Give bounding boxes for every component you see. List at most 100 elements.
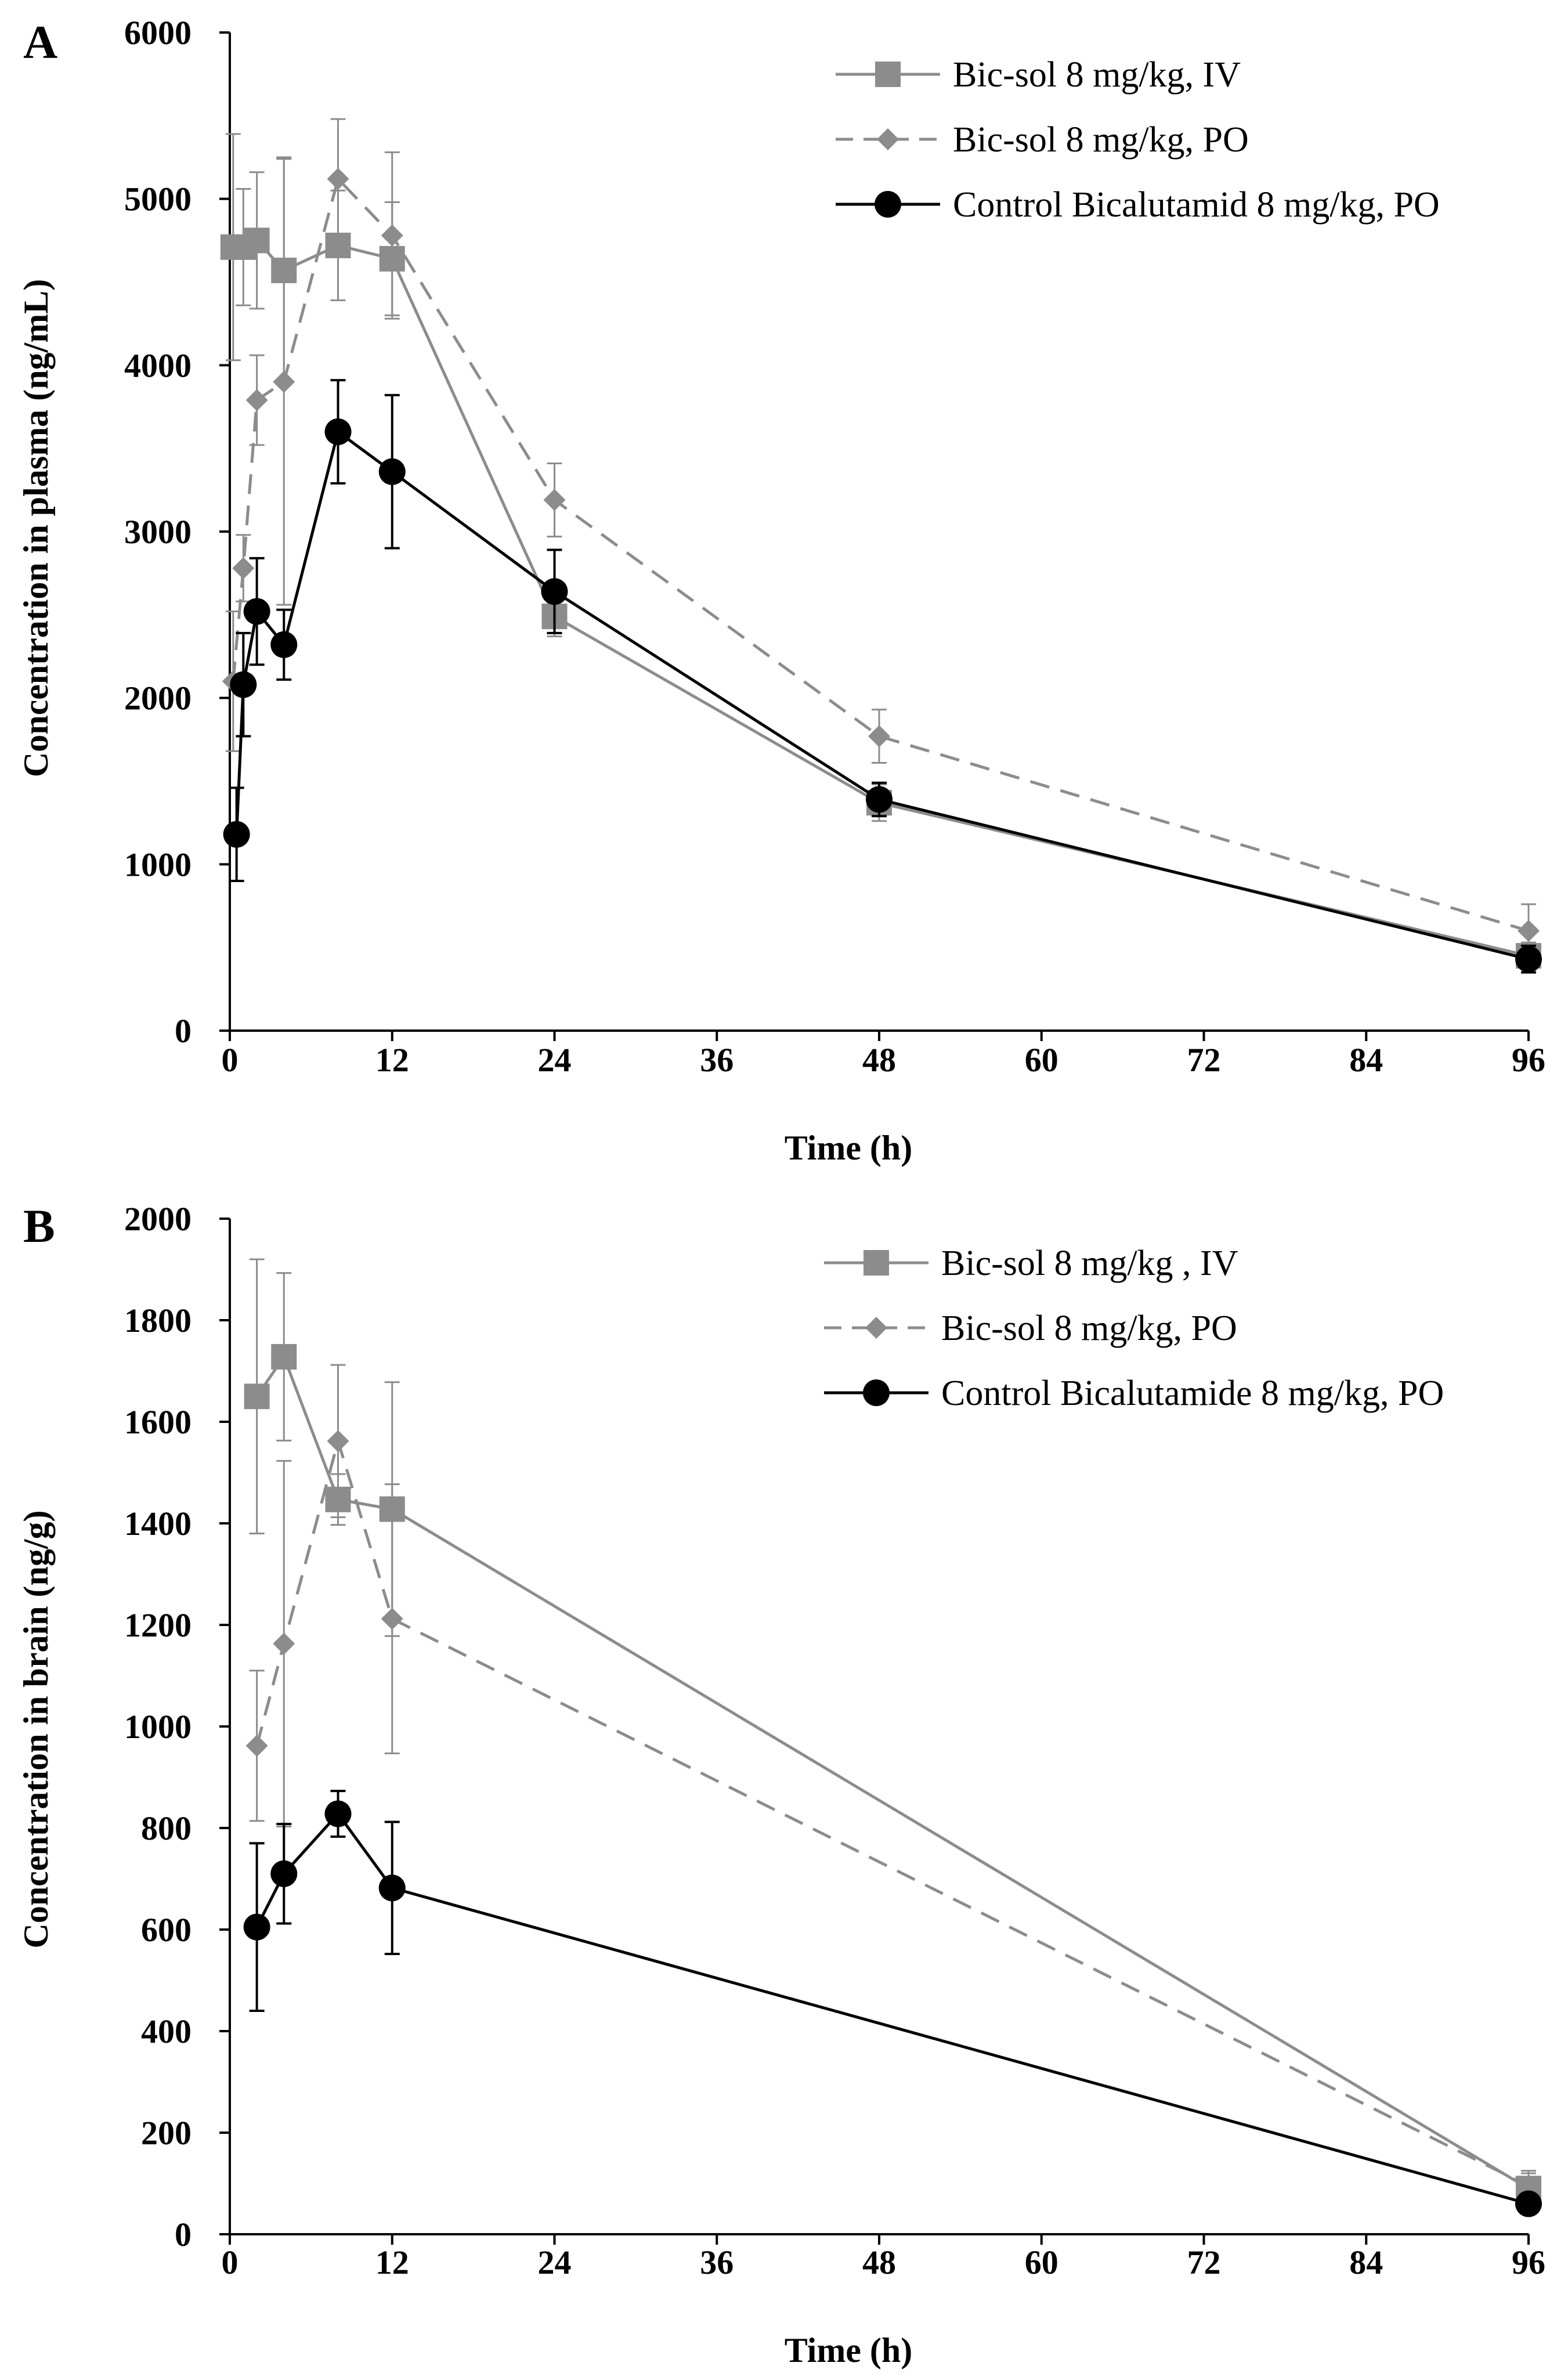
- x-tick-label: 48: [862, 1041, 896, 1079]
- x-tick-label: 36: [700, 1041, 734, 1079]
- data-point: [866, 786, 893, 813]
- data-point: [543, 489, 566, 511]
- data-point: [223, 821, 250, 848]
- legend-label: Control Bicalutamid 8 mg/kg, PO: [953, 185, 1440, 225]
- data-point: [378, 458, 406, 485]
- x-tick-label: 96: [1512, 1041, 1545, 1079]
- y-tick-label: 1600: [124, 1403, 192, 1441]
- legend-marker: [875, 62, 901, 87]
- data-point: [381, 224, 403, 247]
- series-3: [223, 379, 1542, 974]
- x-axis-title-a: Time (h): [785, 1129, 913, 1167]
- legend-label: Control Bicalutamide 8 mg/kg, PO: [941, 1374, 1444, 1413]
- data-point: [327, 168, 349, 190]
- legend-marker: [864, 1250, 889, 1276]
- legend-entry-2: Bic-sol 8 mg/kg, PO: [836, 120, 1249, 160]
- y-axis-title-b: Concentration in brain (ng/g): [17, 1510, 55, 1948]
- data-point: [273, 1632, 295, 1655]
- x-tick-label: 48: [862, 2244, 896, 2281]
- legend-label: Bic-sol 8 mg/kg , IV: [941, 1244, 1238, 1283]
- series-layer-a: [220, 118, 1542, 974]
- y-tick-label: 0: [175, 2216, 192, 2253]
- x-tick-label: 12: [375, 1041, 409, 1079]
- series-1: [220, 133, 1541, 970]
- legend-marker: [863, 1379, 890, 1406]
- data-point: [243, 598, 270, 625]
- y-tick-label: 2000: [124, 680, 192, 717]
- series-line: [233, 239, 1529, 958]
- y-axis-title-a: Concentration in plasma (ng/mL): [17, 279, 55, 777]
- data-point: [244, 227, 270, 254]
- y-tick-label: 1400: [124, 1505, 192, 1542]
- y-tick-label: 3000: [124, 513, 192, 551]
- series-2: [245, 1364, 1540, 2202]
- data-point: [1518, 2174, 1540, 2197]
- axes-b: 0 200 400 600 800 1000 1200 1400 1600 1800 2000 0 12…: [124, 1200, 1545, 2281]
- panel-label-a: A: [23, 16, 57, 68]
- x-tick-label: 72: [1187, 1041, 1221, 1079]
- x-tick-label: 84: [1349, 1041, 1383, 1079]
- series-line: [232, 176, 1529, 933]
- x-tick-label: 0: [222, 1041, 239, 1079]
- x-tick-label: 36: [700, 2244, 734, 2281]
- legend-marker: [877, 128, 899, 150]
- data-point: [327, 1430, 349, 1453]
- y-tick-label: 6000: [124, 14, 192, 52]
- data-point: [541, 578, 568, 605]
- data-point: [324, 1800, 352, 1827]
- y-tick-label: 200: [141, 2114, 192, 2152]
- series-line: [235, 429, 1529, 961]
- data-point: [270, 631, 298, 658]
- legend-entry-2: Bic-sol 8 mg/kg, PO: [824, 1309, 1237, 1348]
- legend-entry-3: Control Bicalutamid 8 mg/kg, PO: [836, 185, 1440, 225]
- y-tick-label: 1200: [124, 1606, 192, 1644]
- data-point: [230, 671, 257, 698]
- x-tick-label: 84: [1349, 2244, 1383, 2281]
- legend-entry-3: Control Bicalutamide 8 mg/kg, PO: [824, 1374, 1444, 1413]
- legend-entry-1: Bic-sol 8 mg/kg , IV: [824, 1244, 1238, 1283]
- data-point: [245, 389, 268, 411]
- data-point: [1515, 945, 1542, 973]
- series-line: [255, 1811, 1529, 2205]
- data-point: [271, 1344, 297, 1370]
- y-tick-label: 1000: [124, 846, 192, 883]
- x-tick-label: 0: [222, 2244, 239, 2281]
- y-tick-label: 4000: [124, 346, 192, 384]
- data-point: [324, 418, 352, 445]
- data-point: [1515, 2190, 1542, 2217]
- y-tick-label: 600: [141, 1911, 192, 1949]
- y-tick-label: 0: [175, 1012, 192, 1050]
- series-line: [255, 1353, 1530, 2190]
- x-axis-title-b: Time (h): [785, 2331, 913, 2369]
- y-tick-label: 400: [141, 2013, 192, 2050]
- y-tick-label: 800: [141, 1809, 192, 1847]
- x-tick-label: 60: [1025, 1041, 1058, 1079]
- axes-a: 0 1000 2000 3000 4000 5000 6000 0 12 24 36 48 60 72 84…: [124, 14, 1545, 1079]
- panel-a: A Concentration in plasma (ng/mL) Time (…: [17, 14, 1545, 1167]
- panel-label-b: B: [23, 1200, 55, 1252]
- data-point: [270, 1860, 298, 1887]
- data-point: [378, 1874, 406, 1902]
- data-point: [273, 371, 295, 393]
- series-layer-b: [243, 1258, 1542, 2217]
- legend-a: Bic-sol 8 mg/kg, IV Bic-sol 8 mg/kg, PO Co…: [836, 55, 1440, 225]
- data-point: [243, 1913, 270, 1941]
- y-tick-label: 1000: [124, 1708, 192, 1746]
- x-tick-label: 24: [538, 2244, 572, 2281]
- legend-label: Bic-sol 8 mg/kg, PO: [941, 1309, 1237, 1348]
- x-tick-label: 24: [538, 1041, 572, 1079]
- series-2: [222, 118, 1540, 959]
- y-tick-label: 1800: [124, 1302, 192, 1339]
- y-tick-label: 5000: [124, 180, 192, 218]
- series-3: [243, 1790, 1542, 2217]
- y-tick-label: 2000: [124, 1200, 192, 1238]
- x-tick-label: 96: [1512, 2244, 1545, 2281]
- x-tick-label: 12: [375, 2244, 409, 2281]
- legend-b: Bic-sol 8 mg/kg , IV Bic-sol 8 mg/kg, PO C…: [824, 1244, 1444, 1413]
- data-point: [1518, 920, 1540, 942]
- legend-marker: [865, 1317, 887, 1339]
- data-point: [245, 1735, 268, 1757]
- legend-label: Bic-sol 8 mg/kg, PO: [953, 120, 1249, 160]
